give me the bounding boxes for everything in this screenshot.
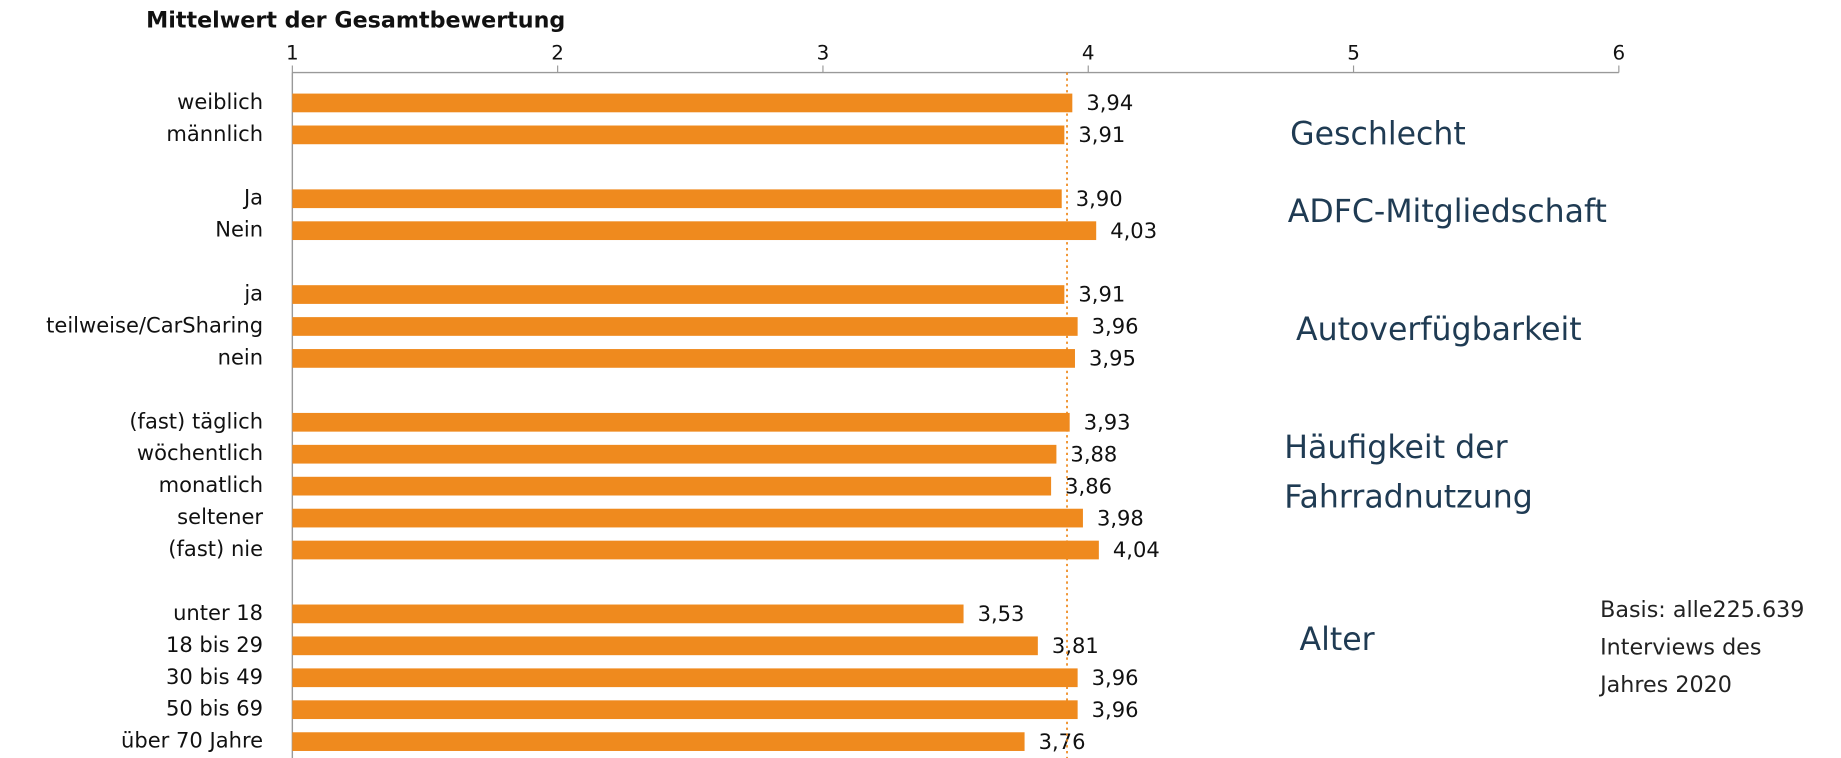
data-label: 3,91 [1078, 122, 1125, 147]
bar [292, 604, 964, 624]
data-label: 3,90 [1076, 186, 1123, 211]
data-label: 3,88 [1070, 441, 1117, 466]
group-label: Fahrradnutzung [1284, 479, 1533, 515]
data-label: 3,86 [1065, 473, 1112, 498]
y-tick-label: nein [218, 344, 263, 369]
bar [292, 221, 1097, 241]
data-label: 3,53 [978, 601, 1025, 626]
data-label: 4,04 [1113, 537, 1160, 562]
x-tick-label: 3 [817, 41, 830, 64]
data-label: 3,94 [1086, 90, 1133, 115]
bar [292, 444, 1057, 464]
y-tick-label: (fast) nie [168, 536, 263, 561]
data-label: 3,95 [1089, 346, 1136, 371]
data-label: 3,98 [1097, 505, 1144, 530]
y-tick-label: weiblich [177, 89, 263, 114]
group-label: Häufigkeit der [1284, 430, 1507, 466]
bar [292, 412, 1070, 432]
bar [292, 125, 1065, 145]
y-tick-label: monatlich [159, 472, 263, 497]
x-tick-label: 4 [1082, 41, 1095, 64]
x-tick-label: 6 [1613, 41, 1626, 64]
y-tick-label: Nein [215, 217, 263, 242]
data-label: 4,03 [1110, 218, 1157, 243]
data-label: 3,96 [1092, 665, 1139, 690]
data-label: 3,93 [1084, 409, 1131, 434]
y-tick-label: (fast) täglich [129, 408, 263, 433]
bar [292, 189, 1062, 209]
bar [292, 285, 1065, 304]
y-tick-label: unter 18 [173, 600, 263, 625]
y-tick-label: 18 bis 29 [166, 632, 263, 657]
y-tick-label: ja [243, 281, 263, 306]
note: Jahres 2020 [1598, 672, 1732, 698]
bar [292, 636, 1038, 656]
axis-title: Mittelwert der Gesamtbewertung [146, 8, 565, 34]
y-tick-label: 30 bis 49 [166, 664, 263, 689]
data-label: 3,96 [1092, 697, 1139, 722]
bar [292, 540, 1099, 560]
note: Basis: alle225.639 [1600, 597, 1804, 623]
data-label: 3,96 [1092, 314, 1139, 339]
bar [292, 732, 1025, 751]
x-tick-label: 2 [551, 41, 564, 64]
y-tick-label: 50 bis 69 [166, 696, 263, 721]
bar [292, 93, 1073, 113]
bar [292, 700, 1078, 720]
data-label: 3,76 [1039, 729, 1086, 754]
group-label: Autoverfügbarkeit [1296, 312, 1582, 348]
y-tick-label: Ja [242, 185, 263, 210]
bar [292, 668, 1078, 688]
bar [292, 476, 1052, 496]
x-tick-label: 1 [286, 41, 299, 64]
group-label: ADFC-Mitgliedschaft [1288, 194, 1607, 230]
x-tick-label: 5 [1347, 41, 1360, 64]
y-tick-label: seltener [177, 504, 263, 529]
data-label: 3,91 [1078, 282, 1125, 307]
bar [292, 317, 1078, 336]
note: Interviews des [1600, 635, 1761, 661]
y-tick-label: männlich [166, 121, 263, 146]
bar [292, 349, 1075, 368]
data-label: 3,81 [1052, 633, 1099, 658]
group-label: Geschlecht [1290, 117, 1466, 153]
group-label: Alter [1300, 622, 1375, 658]
y-tick-label: teilweise/CarSharing [46, 312, 263, 337]
bar [292, 508, 1083, 528]
y-tick-label: über 70 Jahre [121, 728, 263, 753]
y-tick-label: wöchentlich [137, 440, 263, 465]
